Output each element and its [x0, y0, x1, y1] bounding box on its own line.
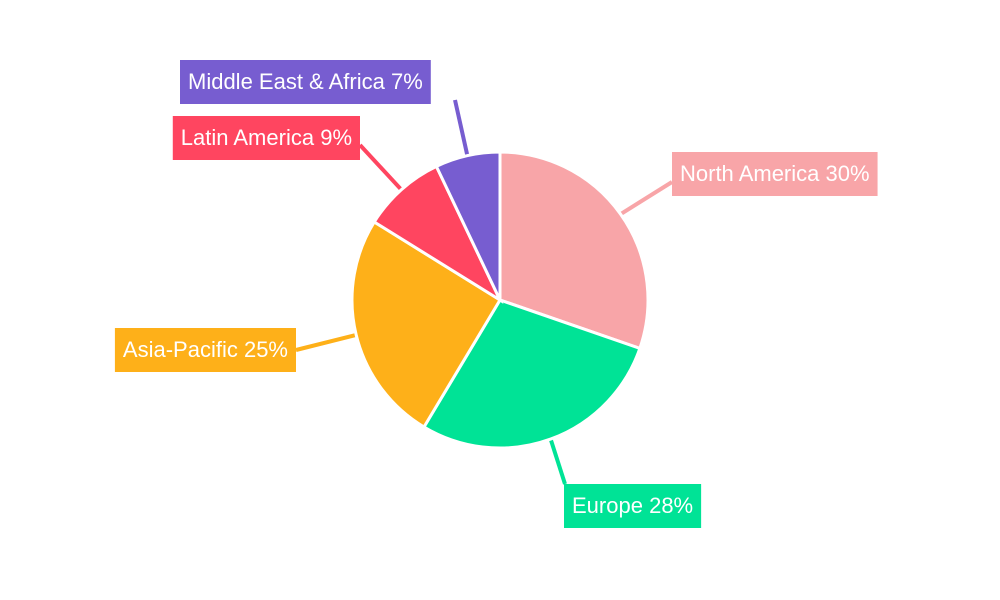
data-label: Middle East & Africa 7%: [180, 60, 431, 104]
label-box: [114, 328, 296, 372]
pie-slice: [498, 150, 650, 351]
leader-line: [548, 438, 567, 485]
data-label: Asia-Pacific 25%: [114, 328, 296, 372]
label-category: Europe: [572, 493, 643, 518]
label-category: Middle East & Africa: [188, 69, 386, 94]
label-text: Europe 28%: [572, 493, 693, 518]
label-value: 30%: [826, 161, 870, 186]
label-box: [564, 484, 702, 528]
label-value: 9%: [320, 125, 352, 150]
pie-slice: [350, 219, 503, 430]
data-label: Europe 28%: [564, 484, 702, 528]
label-text: Middle East & Africa 7%: [188, 69, 423, 94]
leader-line: [358, 143, 403, 192]
label-box: [672, 152, 878, 196]
label-box: [172, 116, 360, 160]
data-label: Latin America 9%: [172, 116, 360, 160]
label-value: 28%: [649, 493, 693, 518]
data-label: North America 30%: [672, 152, 878, 196]
label-category: North America: [680, 161, 820, 186]
leader-line: [295, 332, 357, 352]
label-value: 7%: [391, 69, 423, 94]
label-value: 25%: [244, 337, 288, 362]
leader-line: [619, 180, 674, 216]
label-text: North America 30%: [680, 161, 870, 186]
label-text: Latin America 9%: [181, 125, 352, 150]
pie-slice: [372, 164, 504, 304]
label-text: Asia-Pacific 25%: [123, 337, 288, 362]
label-category: Latin America: [181, 125, 315, 150]
pie-slice: [434, 150, 502, 301]
label-box: [180, 60, 431, 104]
leader-line: [453, 99, 470, 157]
label-category: Asia-Pacific: [123, 337, 238, 362]
